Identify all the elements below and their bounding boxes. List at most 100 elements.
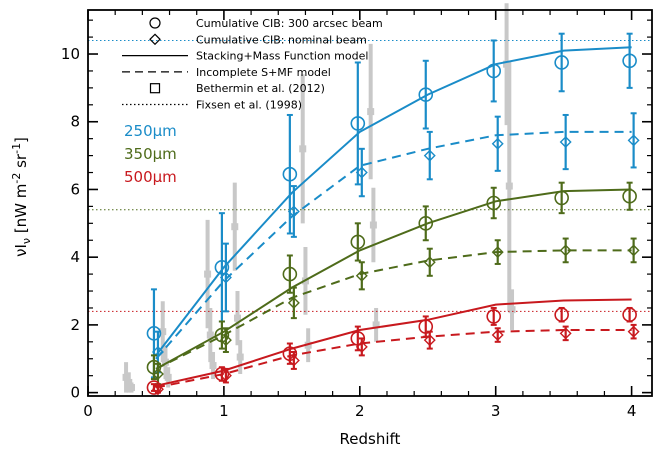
y-axis-title-part: [nW m — [12, 184, 30, 238]
bethermin-square-6 — [204, 270, 212, 278]
bethermin-square-15 — [367, 108, 375, 116]
y-tick-label-0: 0 — [70, 384, 80, 402]
y-axis-title: νIν [nW m-2 sr-1] — [10, 137, 33, 257]
axis-ticks-layer: 0 1 2 3 4 0 2 4 6 8 10 — [61, 10, 652, 420]
band-labels: 250μm 350μm 500μm — [124, 122, 177, 186]
band-label-2: 500μm — [124, 168, 177, 186]
x-tick-label-1: 1 — [219, 402, 229, 420]
bethermin-points-layer — [122, 3, 516, 393]
legend-symbol-diamond — [149, 33, 161, 46]
model-curves-layer — [155, 46, 632, 389]
bethermin-square-3 — [159, 328, 167, 336]
circle-point-250m-1 — [214, 260, 230, 275]
y-axis-title-part: sr — [12, 153, 30, 173]
diamond-point-500m-6 — [559, 327, 572, 340]
circle-point-350m-2 — [282, 266, 298, 282]
band-label-0: 250μm — [124, 122, 177, 140]
y-tick-label-2: 4 — [70, 248, 80, 266]
model-full-350m — [155, 188, 632, 370]
diamond-point-500m-1 — [219, 369, 232, 382]
y-axis-title-part: ] — [12, 137, 30, 143]
diamond-point-500m-7 — [627, 325, 640, 338]
circle-point-250m-5 — [486, 63, 502, 79]
diamond-point-250m-0 — [151, 345, 164, 358]
bethermin-square-14 — [304, 341, 312, 349]
diamond-point-250m-6 — [559, 136, 572, 149]
circle-point-250m-2 — [282, 166, 298, 182]
x-tick-label-2: 2 — [355, 402, 365, 420]
circle-point-500m-4 — [418, 319, 434, 334]
diamond-point-350m-4 — [423, 256, 436, 269]
bethermin-square-19 — [505, 182, 513, 190]
model-full-250m — [155, 46, 632, 357]
y-tick-label-3: 6 — [70, 180, 80, 198]
bethermin-square-16 — [369, 221, 377, 229]
diamond-point-500m-0 — [151, 383, 164, 396]
diamond-point-500m-3 — [355, 340, 368, 353]
diamond-point-350m-6 — [559, 244, 572, 257]
model-full-500m — [155, 298, 632, 387]
legend-label-4: Bethermin et al. (2012) — [196, 82, 325, 95]
diamond-point-250m-2 — [287, 205, 300, 218]
x-tick-label-3: 3 — [491, 402, 501, 420]
plot-frame — [87, 9, 653, 397]
circle-point-350m-6 — [554, 190, 569, 206]
y-axis-title-part: -1 — [10, 143, 23, 154]
circle-point-500m-6 — [554, 307, 569, 323]
circle-point-350m-5 — [486, 195, 502, 211]
legend-label-0: Cumulative CIB: 300 arcsec beam — [196, 17, 383, 30]
diamond-point-350m-2 — [287, 296, 300, 309]
circle-point-350m-7 — [622, 188, 637, 204]
bethermin-square-20 — [508, 306, 516, 314]
legend-label-5: Fixsen et al. (1998) — [196, 99, 302, 112]
diamond-point-350m-7 — [627, 244, 640, 257]
bethermin-square-11 — [236, 353, 244, 361]
data-points-layer — [146, 32, 640, 396]
y-axis-title-part: -2 — [10, 173, 23, 184]
bethermin-square-7 — [206, 331, 214, 339]
diamond-point-250m-7 — [627, 134, 640, 147]
x-tick-label-0: 0 — [83, 402, 93, 420]
y-tick-label-4: 8 — [70, 113, 80, 131]
circle-point-250m-4 — [418, 87, 434, 102]
y-tick-label-5: 10 — [61, 45, 80, 63]
diamond-point-500m-5 — [491, 329, 504, 342]
y-axis-title-part: νI — [12, 244, 30, 257]
legend: Cumulative CIB: 300 arcsec beam Cumulativ… — [122, 17, 383, 112]
bethermin-square-8 — [209, 362, 217, 370]
model-incomplete-350m — [155, 249, 632, 370]
x-axis-title: Redshift — [340, 430, 401, 448]
bethermin-square-2 — [127, 384, 135, 392]
bethermin-square-10 — [233, 314, 241, 322]
circle-point-250m-0 — [146, 326, 162, 341]
diamond-point-250m-1 — [219, 271, 232, 284]
diamond-point-350m-5 — [491, 246, 504, 259]
model-incomplete-250m — [155, 130, 632, 360]
bethermin-square-17 — [372, 321, 380, 329]
circle-point-500m-7 — [622, 307, 637, 323]
diamond-point-500m-2 — [287, 354, 300, 367]
diamond-point-350m-1 — [219, 334, 232, 347]
diamond-point-250m-5 — [491, 137, 504, 150]
bethermin-square-0 — [122, 373, 130, 381]
model-incomplete-500m — [155, 329, 632, 389]
diamond-point-350m-0 — [151, 368, 164, 380]
legend-symbol-square — [149, 83, 161, 94]
diamond-point-250m-3 — [355, 166, 368, 179]
circle-point-350m-3 — [350, 234, 366, 250]
circle-point-350m-4 — [418, 216, 434, 231]
legend-symbol-circle — [149, 17, 161, 29]
circle-point-250m-6 — [554, 55, 569, 70]
circle-point-250m-3 — [350, 116, 366, 131]
bethermin-square-12 — [299, 145, 307, 153]
diamond-point-350m-3 — [355, 269, 368, 282]
y-axis-title-part: ν — [20, 238, 33, 244]
bethermin-square-18 — [503, 60, 511, 68]
diamond-point-500m-4 — [423, 334, 436, 347]
bethermin-square-4 — [161, 358, 169, 366]
band-label-1: 350μm — [124, 145, 177, 163]
circle-point-250m-7 — [622, 53, 637, 69]
legend-label-3: Incomplete S+MF model — [196, 66, 331, 79]
circle-point-500m-5 — [486, 309, 502, 324]
